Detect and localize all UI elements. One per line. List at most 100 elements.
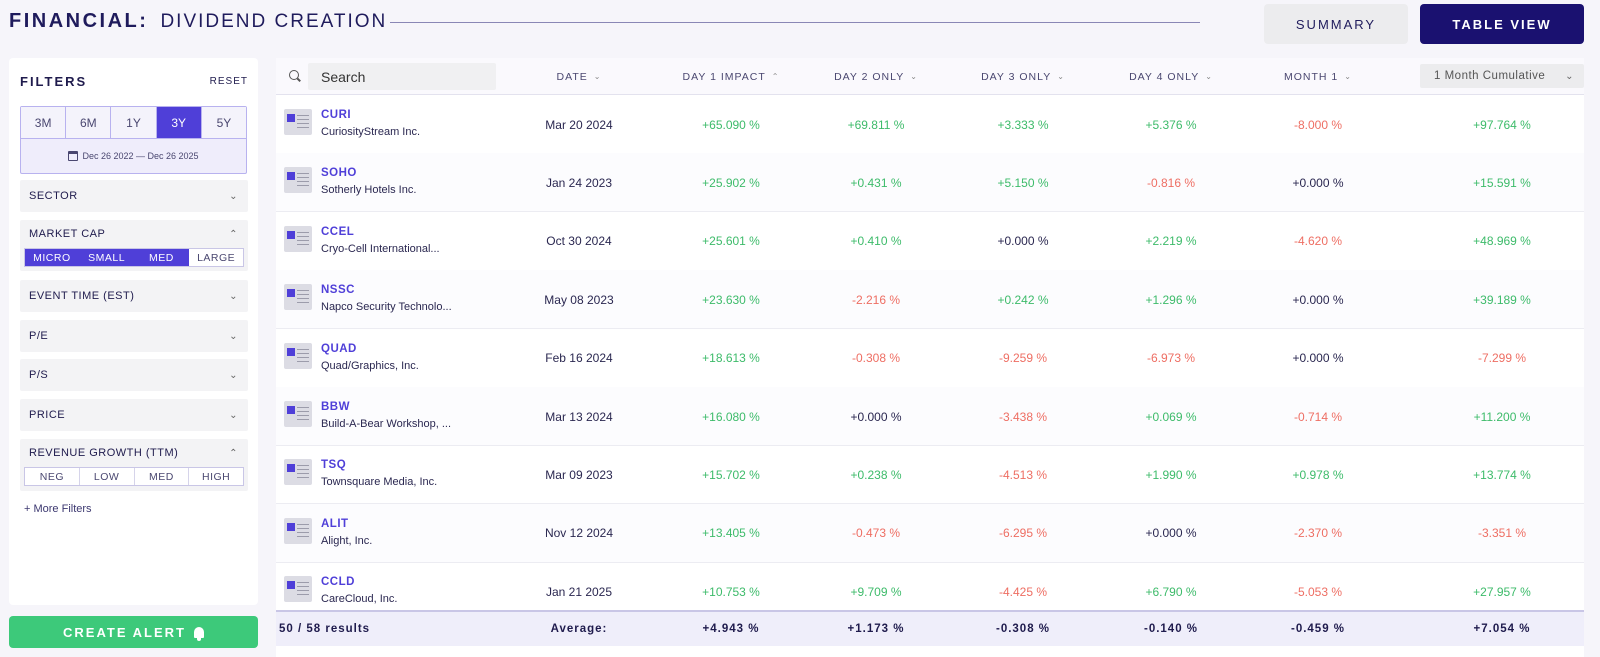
company-name: Cryo-Cell International... [321, 242, 440, 255]
cell-day1: +25.601 % [702, 234, 760, 249]
cell-day3: -4.513 % [998, 467, 1048, 482]
cell-cum: +39.189 % [1473, 292, 1531, 307]
market-cap-options: MICRO SMALL MED LARGE [24, 248, 244, 267]
filter-sector[interactable]: SECTOR ⌄ [20, 180, 248, 212]
filter-revenue-growth-header[interactable]: REVENUE GROWTH (TTM) ⌃ [20, 439, 248, 467]
filters-header: FILTERS RESET [20, 74, 248, 89]
cell-day3: +0.000 % [997, 234, 1049, 249]
ticker-link[interactable]: QUAD [321, 342, 357, 355]
chevron-down-icon: ⌄ [1344, 72, 1352, 81]
column-header-month1[interactable]: MONTH 1 ⌄ [1253, 58, 1383, 95]
cell-cum: +27.957 % [1473, 584, 1531, 599]
news-icon[interactable] [284, 401, 312, 427]
table-footer: 50 / 58 results Average: +4.943 % +1.173… [276, 610, 1584, 646]
column-header-day4[interactable]: DAY 4 ONLY ⌄ [1106, 58, 1236, 95]
filter-price[interactable]: PRICE ⌄ [20, 399, 248, 431]
cell-day3: +3.333 % [997, 117, 1049, 132]
news-icon[interactable] [284, 517, 312, 544]
column-header-day2[interactable]: DAY 2 ONLY ⌄ [811, 58, 941, 95]
column-header-date[interactable]: DATE ⌄ [519, 58, 639, 95]
company-name: Sotherly Hotels Inc. [321, 184, 417, 197]
period-button-1y[interactable]: 1Y [111, 107, 157, 138]
cell-date: Jan 21 2025 [545, 584, 613, 599]
news-icon[interactable] [284, 167, 312, 194]
cell-day3: -4.425 % [998, 584, 1048, 599]
table-row[interactable]: NSSC Napco Security Technolo... May 08 202… [276, 270, 1584, 330]
filter-market-cap-label: MARKET CAP [29, 228, 106, 240]
market-cap-option-med[interactable]: MED [134, 249, 190, 266]
column-header-day1[interactable]: DAY 1 IMPACT ⌃ [666, 58, 796, 95]
period-button-6m[interactable]: 6M [66, 107, 112, 138]
ticker-link[interactable]: NSSC [321, 284, 355, 297]
cell-day1: +10.753 % [702, 584, 760, 599]
revenue-growth-option-high[interactable]: HIGH [189, 468, 243, 485]
filter-event-time[interactable]: EVENT TIME (EST) ⌄ [20, 280, 248, 312]
revenue-growth-option-neg[interactable]: NEG [25, 468, 80, 485]
revenue-growth-option-med[interactable]: MED [134, 468, 190, 485]
summary-button[interactable]: SUMMARY [1264, 4, 1408, 44]
column-header-day4-label: DAY 4 ONLY [1129, 70, 1200, 83]
revenue-growth-option-low[interactable]: LOW [79, 468, 135, 485]
table-row[interactable]: CURI CuriosityStream Inc. Mar 20 2024 +65.0… [276, 95, 1584, 154]
cell-day3: +0.242 % [997, 292, 1049, 307]
table-row[interactable]: CCLD CareCloud, Inc. Jan 21 2025 +10.753 % +… [276, 562, 1584, 622]
cell-day2: +0.000 % [850, 409, 902, 424]
more-filters-link[interactable]: + More Filters [24, 503, 92, 515]
results-count: 50 / 58 results [279, 623, 371, 635]
filter-pe[interactable]: P/E ⌄ [20, 320, 248, 352]
cell-cum: +15.591 % [1473, 175, 1531, 190]
date-range[interactable]: Dec 26 2022 — Dec 26 2025 [21, 139, 246, 173]
cell-month1: -0.714 % [1293, 409, 1343, 424]
cell-day4: +1.990 % [1145, 467, 1197, 482]
table-row[interactable]: CCEL Cryo-Cell International... Oct 30 202… [276, 212, 1584, 271]
news-icon[interactable] [284, 459, 312, 486]
news-icon[interactable] [284, 284, 312, 311]
table-view-button[interactable]: TABLE VIEW [1420, 4, 1584, 44]
period-button-5y[interactable]: 5Y [201, 107, 247, 138]
cell-day4: +2.219 % [1145, 234, 1197, 249]
period-buttons: 3M 6M 1Y 3Y 5Y [21, 107, 247, 139]
market-cap-option-large[interactable]: LARGE [189, 249, 243, 266]
table-row[interactable]: TSQ Townsquare Media, Inc. Mar 09 2023 +15.… [276, 445, 1584, 505]
cell-day3: -3.438 % [998, 409, 1048, 424]
period-button-3m[interactable]: 3M [21, 107, 67, 138]
ticker-link[interactable]: ALIT [321, 517, 349, 530]
news-icon[interactable] [284, 342, 312, 369]
cell-day2: +0.410 % [850, 234, 902, 249]
ticker-link[interactable]: SOHO [321, 167, 357, 180]
filter-ps[interactable]: P/S ⌄ [20, 359, 248, 391]
filter-event-time-label: EVENT TIME (EST) [29, 290, 135, 302]
market-cap-option-small[interactable]: SMALL [79, 249, 135, 266]
news-icon[interactable] [284, 225, 312, 252]
table-row[interactable]: QUAD Quad/Graphics, Inc. Feb 16 2024 +18.61… [276, 329, 1584, 388]
market-cap-option-micro[interactable]: MICRO [25, 249, 80, 266]
filter-revenue-growth-label: REVENUE GROWTH (TTM) [29, 447, 179, 459]
table-row[interactable]: BBW Build-A-Bear Workshop, ... Mar 13 2024… [276, 387, 1584, 446]
news-icon[interactable] [284, 109, 312, 135]
column-header-day3[interactable]: DAY 3 ONLY ⌄ [958, 58, 1088, 95]
ticker-link[interactable]: CCEL [321, 225, 355, 238]
filter-market-cap-header[interactable]: MARKET CAP ⌃ [20, 220, 248, 248]
table-row[interactable]: SOHO Sotherly Hotels Inc. Jan 24 2023 +25.9… [276, 153, 1584, 213]
ticker-link[interactable]: CCLD [321, 576, 355, 589]
company-name: Quad/Graphics, Inc. [321, 359, 419, 372]
period-button-3y[interactable]: 3Y [156, 107, 202, 138]
revenue-growth-options: NEG LOW MED HIGH [24, 467, 244, 486]
ticker-link[interactable]: CURI [321, 109, 352, 121]
table-row[interactable]: ALIT Alight, Inc. Nov 12 2024 +13.405 % -0.4… [276, 503, 1584, 563]
cumulative-select[interactable]: 1 Month Cumulative ⌄ [1420, 64, 1584, 88]
ticker-link[interactable]: BBW [321, 401, 350, 413]
cell-day4: -6.973 % [1146, 351, 1196, 366]
create-alert-button[interactable]: CREATE ALERT [9, 616, 258, 648]
news-icon[interactable] [284, 576, 312, 603]
reset-button[interactable]: RESET [209, 76, 248, 87]
search-input[interactable] [308, 63, 496, 90]
cell-cum: +97.764 % [1473, 117, 1531, 132]
ticker-link[interactable]: TSQ [321, 459, 347, 472]
average-day2: +1.173 % [847, 623, 905, 635]
create-alert-label: CREATE ALERT [63, 624, 186, 640]
column-header-day2-label: DAY 2 ONLY [834, 70, 905, 83]
cell-month1: -8.000 % [1293, 117, 1343, 132]
cell-cum: -3.351 % [1477, 526, 1527, 541]
cell-day1: +23.630 % [702, 292, 760, 307]
